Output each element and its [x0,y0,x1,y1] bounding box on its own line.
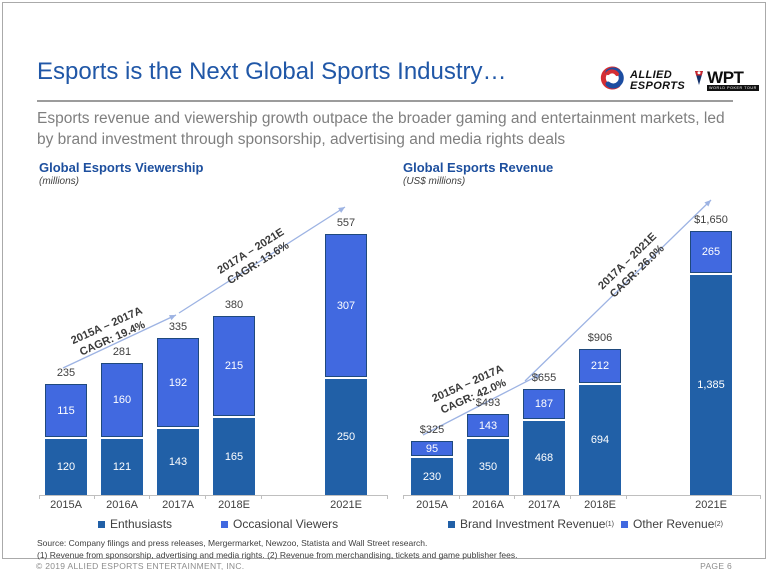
bar-total-label: 380 [224,299,244,311]
slide-subtitle: Esports revenue and viewership growth ou… [37,110,725,148]
source-line: Source: Company filings and press releas… [37,538,428,548]
category-label: 2017A [162,499,194,511]
x-axis [39,495,388,496]
category-label: 2018E [218,499,250,511]
right-chart-title: Global Esports Revenue [403,160,554,175]
axis-tick [94,495,95,499]
page-number: PAGE 6 [700,561,732,571]
bar-segment-occasional-viewers: 160 [101,363,143,437]
wpt-tagline: WORLD POKER TOUR [707,85,759,92]
bar-segment-enthusiasts: 120 [45,439,87,495]
category-label: 2018E [584,499,616,511]
cagr-annotation: 2015A – 2017A CAGR: 42.0% [430,362,508,417]
legend-swatch-icon [621,520,628,528]
wpt-spade-icon [693,66,705,95]
bar-total-label: 557 [336,217,356,229]
bar-total-label: 281 [112,346,132,358]
stacked-bar-2018E: 212 694 [579,349,621,495]
page-title: Esports is the Next Global Sports Indust… [37,58,507,85]
bar-segment-enthusiasts: 250 [325,379,367,495]
axis-tick [760,495,761,499]
axis-tick [387,495,388,499]
stacked-bar-2021E: 307 250 [325,234,367,495]
bar-segment-enthusiasts: 143 [157,429,199,495]
stacked-bar-2015A: 95 230 [411,441,453,495]
stacked-bar-2018E: 215 165 [213,316,255,495]
legend-item: Occasional Viewers [221,517,338,531]
cagr-annotation: 2017A – 2021E CAGR: 26.0% [596,230,667,301]
bar-segment-occasional-viewers: 307 [325,234,367,377]
axis-tick [205,495,206,499]
bar-segment-enthusiasts: 121 [101,439,143,495]
stacked-bar-2016A: 160 121 [101,363,143,495]
axis-tick [459,495,460,499]
stacked-bar-2016A: 143 350 [467,414,509,495]
category-label: 2021E [695,499,727,511]
slide-frame: Esports is the Next Global Sports Indust… [2,2,766,562]
legend-swatch-icon [221,520,228,528]
category-label: 2017A [528,499,560,511]
axis-tick [149,495,150,499]
copyright-text: © 2019 ALLIED ESPORTS ENTERTAINMENT, INC… [36,561,245,571]
bar-total-label: $325 [419,424,445,436]
bar-total-label: $655 [531,372,557,384]
stacked-bar-2021E: 265 1,385 [690,231,732,495]
axis-tick [261,495,262,499]
source-notes: Source: Company filings and press releas… [37,537,518,562]
wpt-wordmark: WPT [707,67,744,87]
viewership-chart: 115 120 235 2015A 160 121 281 2016A 192 143 335 201… [39,191,388,531]
cagr-annotation: 2017A – 2021E CAGR: 13.6% [215,226,292,287]
x-axis [403,495,761,496]
category-label: 2016A [106,499,138,511]
revenue-chart: 95 230 $325 2015A 143 350 $493 2016A 187 468 $655 2… [403,191,761,531]
axis-tick [403,495,404,499]
bar-segment-brand-investment-revenue: 230 [411,458,453,495]
bar-total-label: 335 [168,321,188,333]
title-divider [37,100,733,102]
allied-esports-wordmark: ALLIED ESPORTS [630,69,686,92]
legend-swatch-icon [98,520,105,528]
bar-segment-occasional-viewers: 115 [45,384,87,437]
stacked-bar-2017A: 192 143 [157,338,199,495]
axis-tick [39,495,40,499]
logo-group: ALLIED ESPORTS WPT WORLD POKER TOUR [597,63,759,98]
category-label: 2015A [416,499,448,511]
bar-segment-occasional-viewers: 192 [157,338,199,427]
stacked-bar-2017A: 187 468 [523,389,565,495]
bar-segment-brand-investment-revenue: 350 [467,439,509,495]
allied-esports-logo: ALLIED ESPORTS [597,63,685,98]
legend-item: Other Revenue (2) [621,517,723,531]
category-label: 2015A [50,499,82,511]
bar-total-label: $493 [475,397,501,409]
legend-swatch-icon [448,520,455,528]
category-label: 2016A [472,499,504,511]
bar-segment-brand-investment-revenue: 694 [579,385,621,495]
allied-esports-knot-icon [597,63,627,98]
axis-tick [514,495,515,499]
bar-total-label: $1,650 [694,214,728,226]
axis-tick [626,495,627,499]
legend-item: Enthusiasts [98,517,172,531]
bar-segment-other-revenue: 95 [411,441,453,456]
bar-segment-enthusiasts: 165 [213,418,255,495]
legend-item: Brand Investment Revenue (1) [448,517,614,531]
bar-segment-occasional-viewers: 215 [213,316,255,416]
left-chart-title: Global Esports Viewership [39,160,204,175]
stacked-bar-2015A: 115 120 [45,384,87,495]
category-label: 2021E [330,499,362,511]
bar-segment-other-revenue: 265 [690,231,732,273]
bar-segment-other-revenue: 187 [523,389,565,419]
bar-segment-other-revenue: 212 [579,349,621,383]
footnote-line: (1) Revenue from sponsorship, advertisin… [37,550,518,561]
bar-total-label: 235 [56,367,76,379]
wpt-logo: WPT WORLD POKER TOUR [693,66,759,95]
bar-segment-brand-investment-revenue: 1,385 [690,275,732,495]
right-chart-units: (US$ millions) [403,176,466,187]
left-chart-units: (millions) [39,176,79,187]
axis-tick [570,495,571,499]
bar-segment-other-revenue: 143 [467,414,509,437]
bar-total-label: $906 [587,332,613,344]
bar-segment-brand-investment-revenue: 468 [523,421,565,495]
